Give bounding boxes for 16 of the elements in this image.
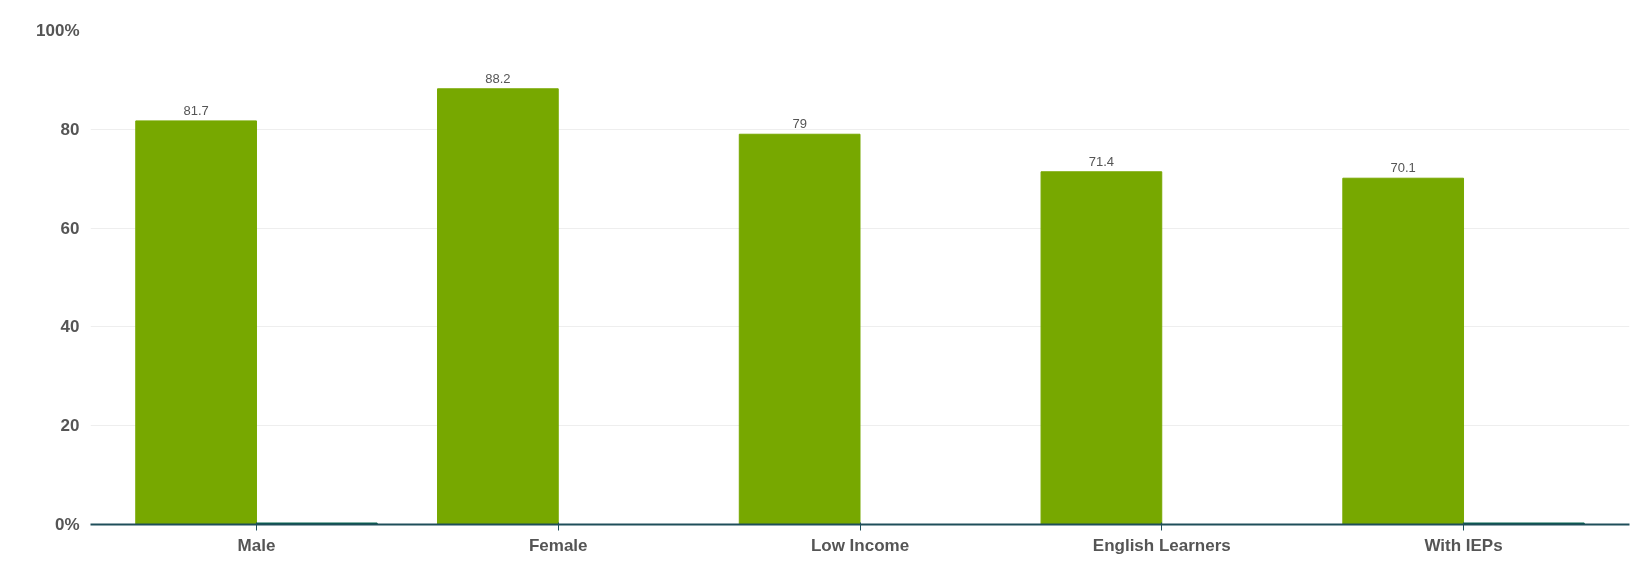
data-label: 79 bbox=[792, 116, 807, 132]
data-label: 71.4 bbox=[1088, 153, 1115, 169]
x-tick-label: Female bbox=[528, 535, 588, 555]
data-label: 81.7 bbox=[183, 102, 209, 118]
x-tick-label: With IEPs bbox=[1424, 535, 1503, 555]
x-tick-label: Low Income bbox=[810, 535, 910, 555]
y-tick-label: 20 bbox=[60, 416, 80, 436]
y-tick-label: 0% bbox=[54, 515, 80, 534]
data-label: 88.2 bbox=[485, 70, 511, 86]
x-tick-label: English Learners bbox=[1092, 535, 1231, 555]
y-tick-label: 80 bbox=[60, 119, 80, 139]
data-label: 70.1 bbox=[1390, 160, 1416, 176]
y-tick-label: 40 bbox=[60, 317, 80, 337]
y-tick-label: 100% bbox=[36, 21, 80, 40]
x-tick-label: Male bbox=[237, 535, 276, 555]
y-tick-label: 60 bbox=[60, 218, 80, 238]
